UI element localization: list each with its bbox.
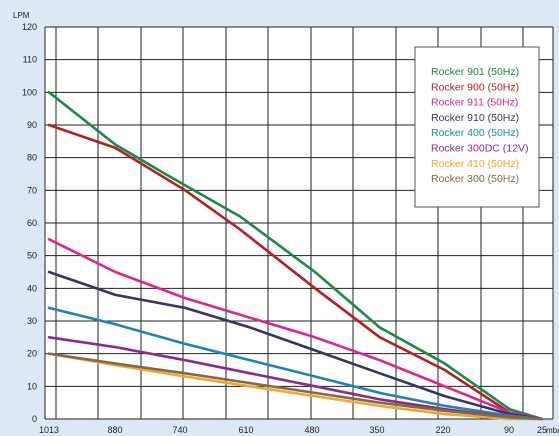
x-tick-label: 880 [107, 425, 122, 435]
series-line-rocker-901-50hz [47, 91, 544, 421]
y-tick-label: 60 [27, 218, 37, 228]
x-tick-label: 350 [369, 425, 384, 435]
y-tick-label: 0 [32, 414, 37, 424]
series-line-rocker-410-50hz [47, 352, 544, 421]
x-tick-label: 610 [238, 425, 253, 435]
legend-entry: Rocker 911 (50Hz) [431, 97, 518, 109]
y-tick-label: 110 [23, 55, 37, 65]
series-line-rocker-300-50hz [47, 352, 544, 421]
legend-entry: Rocker 900 (50Hz) [431, 81, 519, 93]
y-tick-label: 80 [27, 153, 37, 163]
series-line-rocker-900-50hz [47, 123, 544, 421]
x-axis-ticks: 1013 880 740 610 480 350 220 90 25 [39, 425, 547, 435]
series-line-rocker-400-50hz [47, 306, 544, 421]
series-lines [47, 91, 544, 421]
y-axis-ticks: 0 10 20 30 40 50 60 70 80 90 100 110 120 [22, 22, 37, 424]
y-tick-label: 20 [27, 349, 37, 359]
x-axis-unit-label: mbar [546, 426, 559, 435]
y-tick-label: 100 [22, 87, 37, 97]
y-tick-label: 90 [27, 120, 37, 130]
legend-entry: Rocker 910 (50Hz) [431, 112, 519, 124]
x-tick-label: 480 [304, 425, 319, 435]
legend-entry: Rocker 901 (50Hz) [431, 66, 519, 78]
y-tick-label: 10 [27, 381, 37, 391]
legend-entry: Rocker 410 (50Hz) [431, 158, 519, 170]
series-line-rocker-910-50hz [47, 270, 544, 421]
x-tick-label: 1013 [39, 425, 59, 435]
series-line-rocker-911-50hz [47, 238, 544, 421]
legend: Rocker 901 (50Hz) Rocker 900 (50Hz) Rocker… [414, 46, 540, 208]
x-tick-label: 740 [172, 425, 187, 435]
y-tick-label: 50 [27, 251, 37, 261]
x-tick-label: 90 [504, 425, 514, 435]
y-tick-label: 70 [27, 185, 37, 195]
y-axis-unit-label: LPM [13, 11, 30, 20]
x-tick-label: 220 [435, 425, 450, 435]
legend-entry: Rocker 400 (50Hz) [431, 127, 519, 139]
legend-box [414, 46, 540, 208]
legend-entry: Rocker 300DC (12V) [431, 143, 528, 155]
y-tick-label: 40 [27, 283, 37, 293]
legend-entry: Rocker 300 (50Hz) [431, 173, 519, 185]
y-tick-label: 120 [22, 22, 37, 32]
x-tick-label: 25 [537, 425, 547, 435]
y-tick-label: 30 [27, 316, 37, 326]
